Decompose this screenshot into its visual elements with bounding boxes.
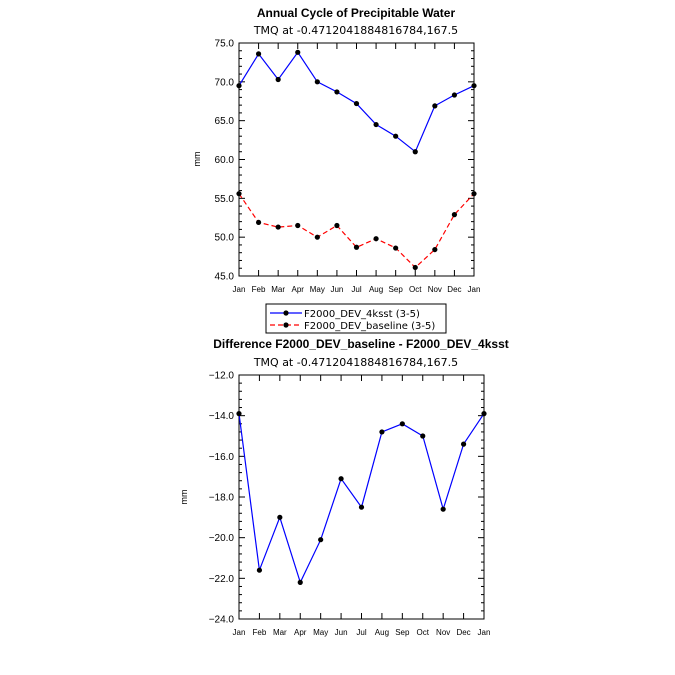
data-point	[318, 537, 324, 543]
x-tick-label: Jul	[356, 628, 366, 637]
x-tick-label: Mar	[273, 628, 287, 637]
y-tick-label: 75.0	[215, 39, 235, 50]
y-tick-label: 55.0	[215, 194, 235, 205]
data-point	[373, 121, 379, 128]
data-point	[236, 83, 242, 89]
data-point	[353, 100, 360, 107]
y-tick-label: 70.0	[215, 77, 235, 88]
data-point	[358, 504, 365, 510]
difference-chart: Difference F2000_DEV_baseline - F2000_DE…	[179, 337, 509, 637]
x-tick-label: Nov	[428, 285, 442, 294]
y-tick-label: −14.0	[209, 411, 235, 422]
data-point	[255, 51, 262, 57]
y-axis-label: mm	[192, 152, 202, 167]
x-tick-label: Jan	[468, 285, 481, 294]
x-tick-label: Sep	[395, 628, 410, 637]
y-tick-label: 45.0	[215, 272, 235, 283]
data-point	[256, 567, 263, 573]
x-tick-label: Aug	[375, 628, 389, 637]
plot-frame	[238, 42, 475, 277]
y-tick-label: 60.0	[215, 155, 235, 166]
data-point	[297, 579, 303, 586]
x-tick-label: May	[310, 285, 325, 294]
data-point	[451, 212, 458, 218]
chart-title: Difference F2000_DEV_baseline - F2000_DE…	[213, 337, 509, 351]
data-point	[295, 222, 301, 229]
y-tick-label: −16.0	[209, 452, 235, 463]
x-tick-label: Jun	[335, 628, 348, 637]
data-point	[432, 246, 438, 253]
x-tick-label: Oct	[409, 285, 422, 294]
data-point	[432, 103, 438, 109]
data-point	[373, 236, 379, 242]
data-point	[334, 222, 340, 229]
data-point	[255, 219, 262, 226]
data-point	[420, 433, 426, 439]
x-tick-label: Nov	[436, 628, 450, 637]
data-point	[353, 244, 360, 250]
x-tick-label: Sep	[389, 285, 404, 294]
y-tick-label: −24.0	[209, 615, 235, 626]
legend-marker	[283, 322, 289, 328]
x-tick-label: Jul	[351, 285, 361, 294]
x-tick-label: Jun	[330, 285, 343, 294]
data-point	[451, 92, 458, 98]
legend-marker	[283, 310, 289, 316]
x-tick-label: Feb	[253, 628, 267, 637]
data-point	[295, 49, 301, 55]
x-tick-label: May	[313, 628, 328, 637]
y-tick-label: 65.0	[215, 116, 235, 127]
x-tick-label: Jan	[478, 628, 491, 637]
data-point	[393, 133, 399, 139]
data-point	[275, 76, 281, 83]
data-point	[440, 506, 446, 512]
chart-subtitle: TMQ at -0.4712041884816784,167.5	[253, 24, 458, 37]
data-point	[399, 421, 405, 427]
x-tick-label: Oct	[417, 628, 430, 637]
y-axis-label: mm	[179, 490, 189, 505]
y-tick-label: −22.0	[209, 574, 235, 585]
data-point	[277, 514, 283, 520]
data-point	[334, 89, 340, 95]
data-point	[236, 411, 242, 417]
x-tick-label: Mar	[271, 285, 285, 294]
data-point	[471, 83, 477, 89]
x-tick-label: Apr	[292, 285, 305, 294]
x-tick-label: Aug	[369, 285, 383, 294]
chart-subtitle: TMQ at -0.4712041884816784,167.5	[253, 356, 458, 369]
legend-entry: F2000_DEV_baseline (3-5)	[304, 321, 435, 332]
x-tick-label: Dec	[456, 628, 470, 637]
x-tick-label: Apr	[294, 628, 307, 637]
legend-box	[265, 303, 447, 334]
data-point	[481, 411, 487, 417]
data-point	[412, 264, 418, 271]
data-point	[314, 79, 320, 85]
y-tick-label: 50.0	[215, 233, 235, 244]
y-tick-label: −20.0	[209, 533, 235, 544]
x-tick-label: Jan	[233, 285, 246, 294]
series-line	[238, 193, 475, 269]
data-point	[412, 149, 418, 155]
chart-title: Annual Cycle of Precipitable Water	[257, 6, 456, 20]
data-point	[379, 429, 385, 435]
data-point	[338, 476, 344, 482]
y-tick-label: −18.0	[209, 493, 235, 504]
series-line	[238, 413, 485, 585]
x-tick-label: Jan	[233, 628, 246, 637]
data-point	[314, 234, 320, 240]
data-point	[460, 441, 467, 447]
data-point	[471, 191, 477, 197]
x-tick-label: Feb	[252, 285, 266, 294]
precipitable-water-chart: Annual Cycle of Precipitable Water TMQ a…	[192, 6, 481, 334]
data-point	[275, 224, 281, 230]
data-point	[393, 245, 399, 251]
data-point	[236, 191, 242, 197]
legend-entry: F2000_DEV_4ksst (3-5)	[304, 309, 420, 320]
y-tick-label: −12.0	[209, 371, 235, 382]
legend: F2000_DEV_4ksst (3-5)F2000_DEV_baseline …	[265, 303, 447, 334]
x-tick-label: Dec	[447, 285, 461, 294]
